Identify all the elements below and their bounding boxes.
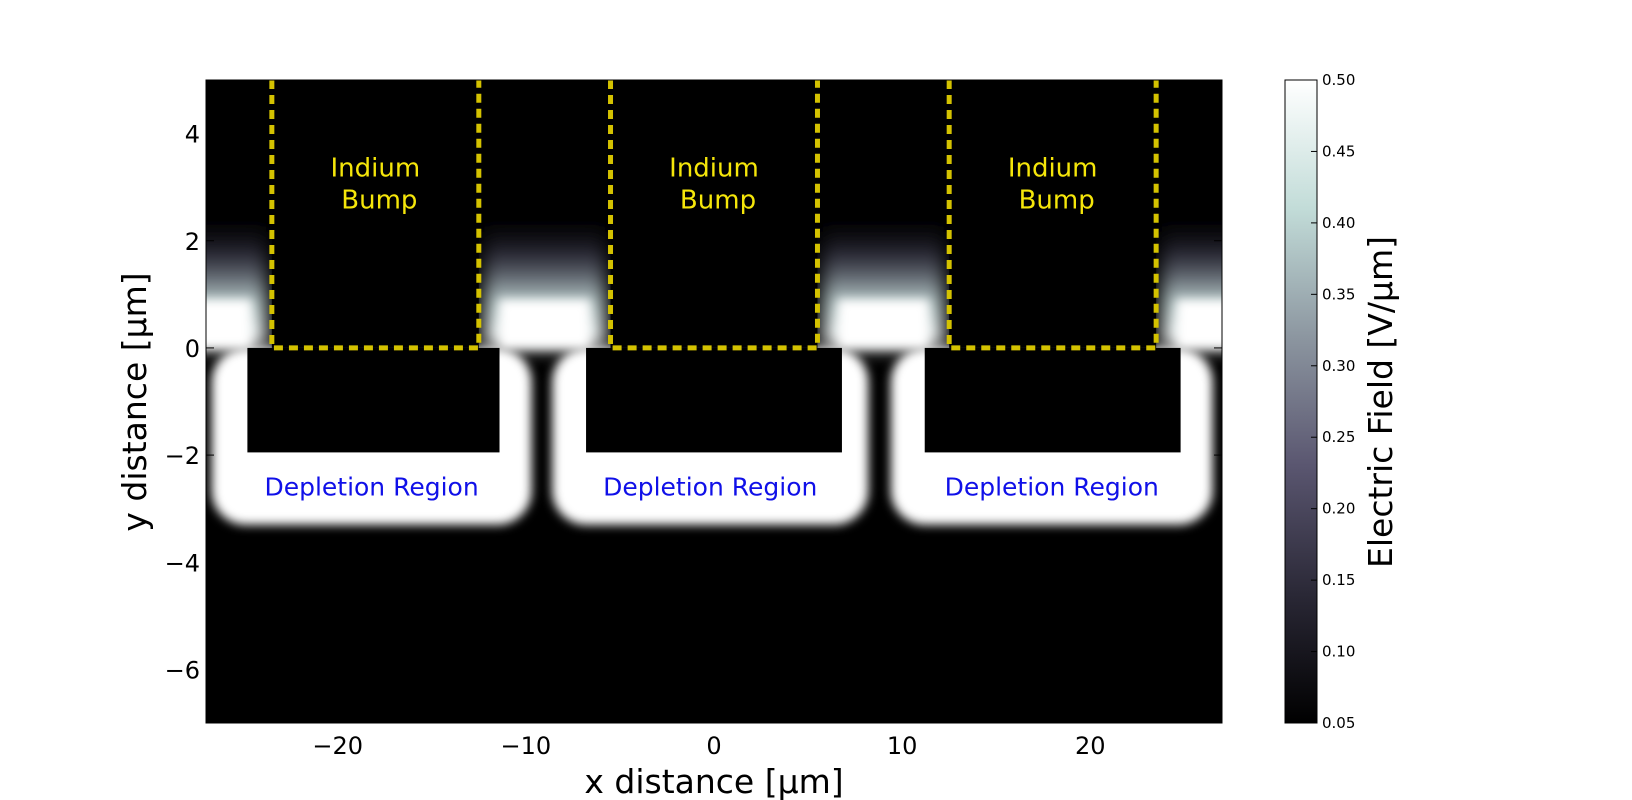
field-map: [206, 213, 1222, 525]
high-field-core: [838, 299, 929, 348]
colorbar-tick-label: 0.15: [1322, 571, 1355, 589]
indium-bump-label-line1: Indium: [330, 153, 420, 183]
colorbar-label: Electric Field [V/μm]: [1361, 236, 1400, 568]
y-axis-label: y distance [μm]: [115, 272, 154, 531]
colorbar-tick-label: 0.25: [1322, 428, 1355, 446]
x-tick-label: −20: [312, 732, 363, 760]
indium-bump: [271, 80, 479, 348]
colorbar-tick-label: 0.35: [1322, 285, 1355, 303]
y-tick-label: −6: [165, 656, 200, 684]
y-tick-label: 2: [185, 228, 200, 256]
colorbar: 0.05 0.10 0.15 0.20 0.25 0.30 0.35 0.40 0.45 0.50…: [1284, 71, 1400, 732]
colorbar-tick-label: 0.40: [1322, 214, 1355, 232]
x-tick-label: 0: [706, 732, 721, 760]
y-tick-label: −2: [165, 442, 200, 470]
depletion-region-label: Depletion Region: [945, 472, 1159, 501]
indium-bump-label-line2: Bump: [680, 186, 756, 216]
low-field-pocket: [247, 347, 500, 453]
colorbar-tick-label: 0.50: [1322, 71, 1355, 89]
high-field-core: [499, 299, 590, 348]
y-tick-label: 4: [185, 121, 200, 149]
indium-bump-outline: [269, 80, 482, 351]
colorbar-ticks: 0.05 0.10 0.15 0.20 0.25 0.30 0.35 0.40 0.45 0.50: [1311, 71, 1355, 732]
x-axis-label: x distance [μm]: [584, 762, 843, 800]
indium-bump: [610, 80, 818, 348]
y-tick-label: 0: [185, 335, 200, 363]
y-tick-label: −4: [165, 549, 200, 577]
depletion-region-label: Depletion Region: [264, 472, 478, 501]
indium-bump-label-line2: Bump: [1019, 186, 1095, 216]
indium-bump-label-line1: Indium: [669, 153, 759, 183]
low-field-pocket: [924, 347, 1181, 453]
indium-bump-outline: [608, 80, 820, 351]
indium-bumps: [269, 80, 1159, 351]
plot-area: IndiumBumpIndiumBumpIndiumBumpDepletion …: [205, 79, 1223, 724]
colorbar-tick-label: 0.45: [1322, 142, 1355, 160]
annotations: IndiumBumpIndiumBumpIndiumBumpDepletion …: [264, 153, 1158, 501]
indium-bump-label-line2: Bump: [341, 186, 417, 216]
indium-bump-outline: [946, 80, 1159, 351]
colorbar-tick-label: 0.05: [1322, 714, 1355, 732]
x-tick-label: 10: [887, 732, 918, 760]
colorbar-tick-label: 0.30: [1322, 357, 1355, 375]
depletion-region-label: Depletion Region: [603, 472, 817, 501]
high-field-core: [1176, 299, 1222, 348]
x-tick-label: −10: [501, 732, 552, 760]
colorbar-gradient: [1284, 79, 1318, 724]
x-tick-label: 20: [1075, 732, 1106, 760]
x-axis: −20 −10 0 10 20: [312, 80, 1106, 760]
colorbar-tick-label: 0.10: [1322, 643, 1355, 661]
indium-bump-label-line1: Indium: [1008, 153, 1098, 183]
indium-bump: [949, 80, 1157, 348]
low-field-pocket: [586, 347, 842, 453]
high-field-core: [206, 299, 252, 348]
y-axis: 4 2 0 −2 −4 −6: [165, 121, 1222, 684]
colorbar-tick-label: 0.20: [1322, 500, 1355, 518]
